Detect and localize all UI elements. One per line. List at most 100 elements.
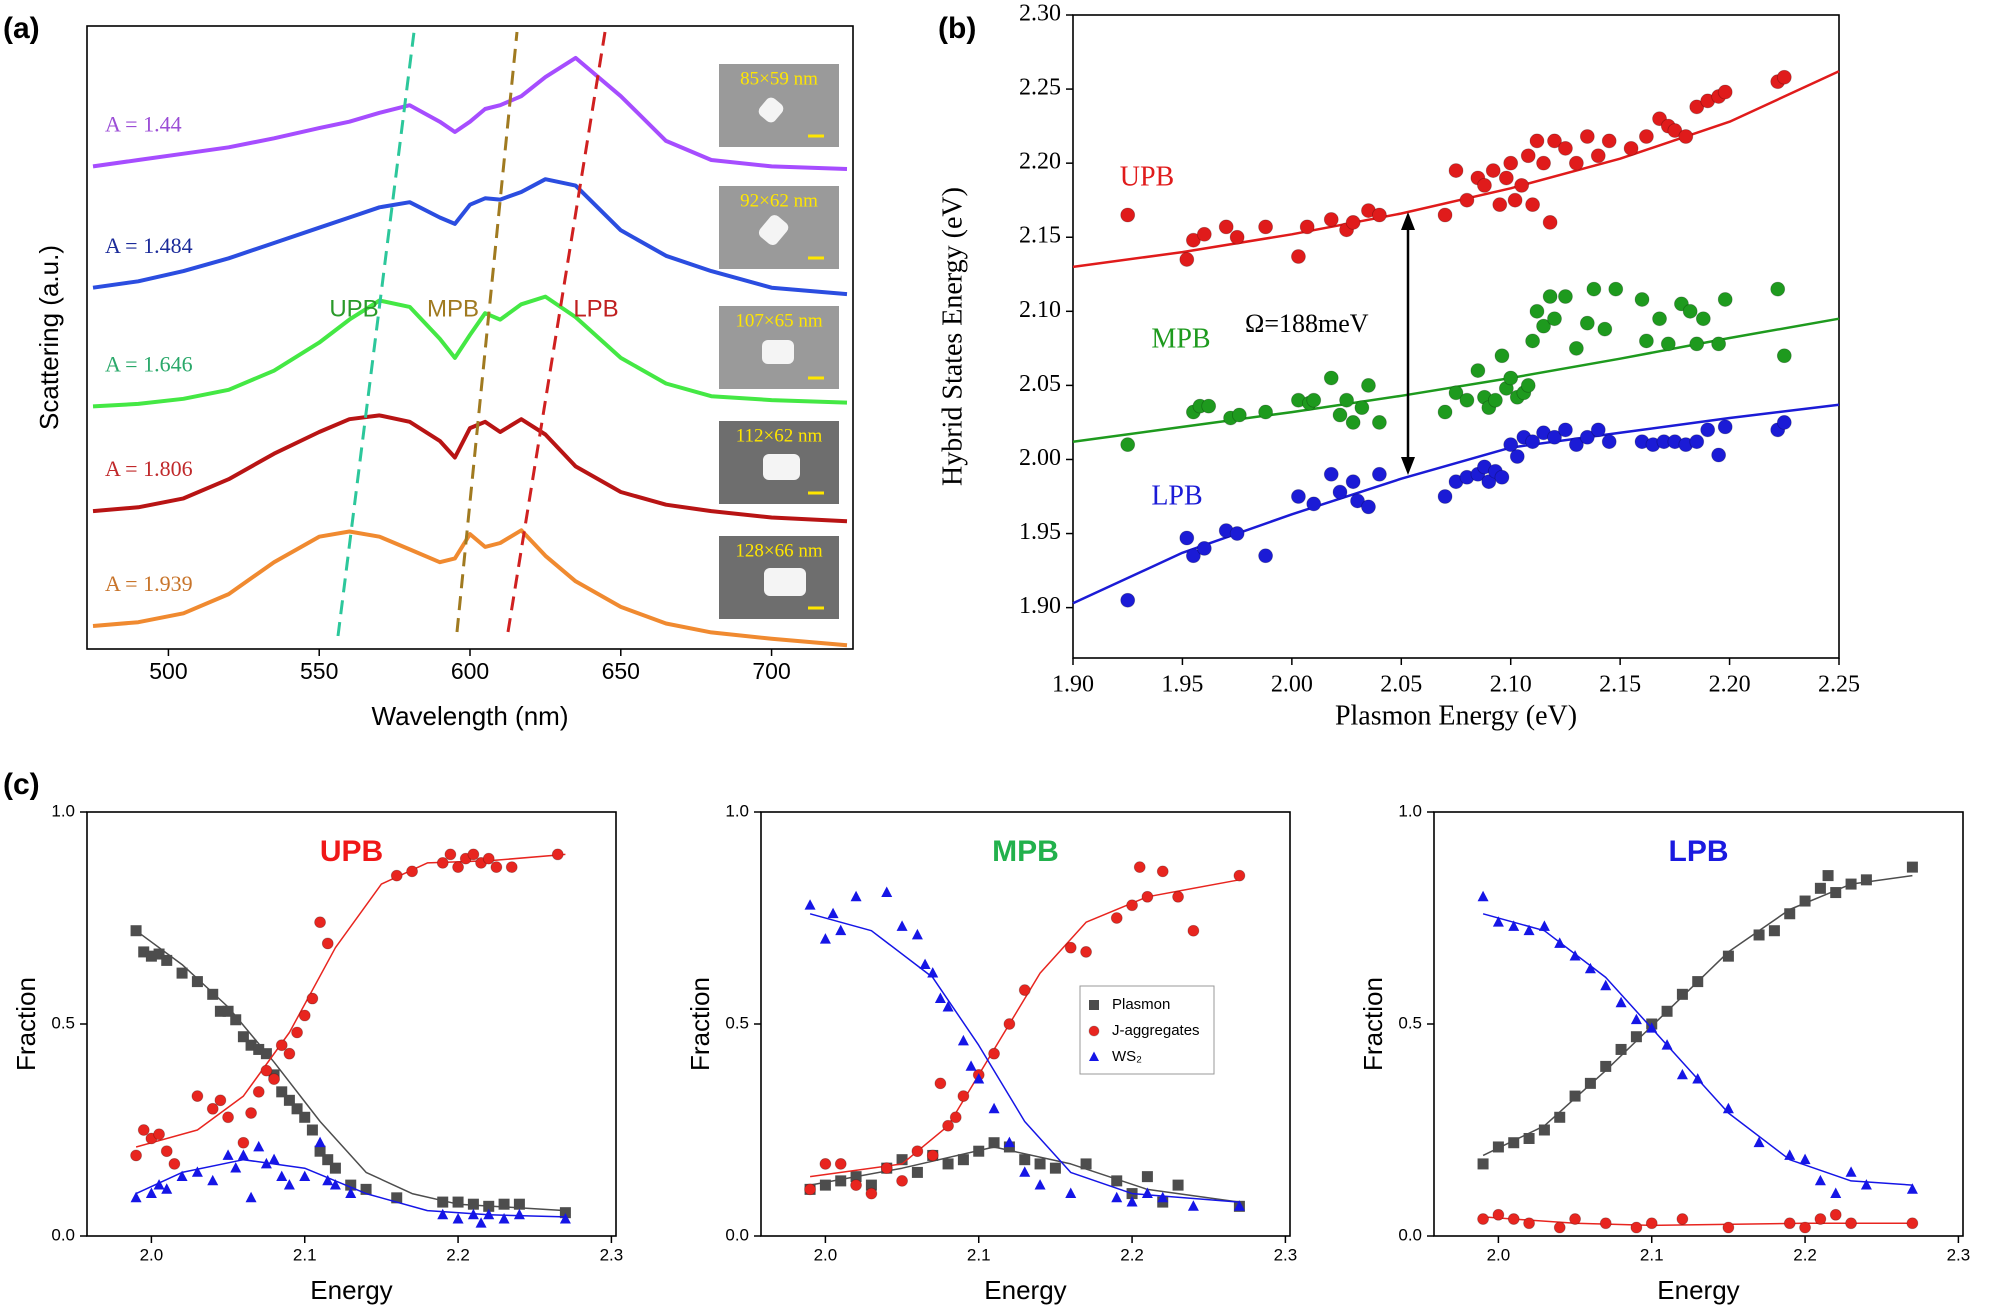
data-point: [1470, 363, 1486, 378]
data-point: [1520, 377, 1536, 393]
panel-label: (a): [3, 12, 40, 45]
x-tick-label: 2.2: [1793, 1245, 1817, 1264]
data-point: [835, 924, 847, 936]
data-point: [1492, 1208, 1505, 1221]
data-point: [850, 890, 862, 902]
data-point: [260, 1157, 272, 1169]
data-point: [467, 1208, 479, 1220]
panel: 2.0 2.1 2.2 2.3 0.0 0.5 1.0 Energy Fraction LPB: [1358, 801, 1970, 1304]
data-point: [1345, 415, 1361, 430]
data-point: [1590, 422, 1606, 438]
data-point: [207, 1174, 219, 1186]
data-point: [1437, 207, 1453, 223]
data-point: [896, 920, 908, 931]
fit-line: [1482, 913, 1913, 1186]
data-point: [145, 1187, 157, 1198]
data-point: [1525, 197, 1540, 213]
data-point: [1196, 540, 1212, 556]
data-point: [1514, 177, 1530, 193]
y-tick-label: 1.90: [1019, 593, 1061, 619]
data-point: [988, 1137, 1000, 1149]
guide-label: LPB: [573, 295, 618, 322]
data-point: [1695, 311, 1711, 327]
data-point: [1542, 215, 1558, 230]
data-point: [130, 1191, 142, 1203]
data-point: [145, 950, 157, 962]
data-point: [965, 1060, 977, 1071]
data-point: [1682, 303, 1698, 319]
y-tick-label: 0.5: [51, 1013, 75, 1032]
series-label: MPB: [1151, 323, 1210, 354]
data-point: [130, 925, 142, 937]
y-tick-label: 1.0: [51, 801, 75, 820]
data-point: [1830, 887, 1842, 899]
data-point: [329, 1179, 341, 1190]
data-point: [973, 1073, 985, 1084]
data-point: [559, 1207, 571, 1219]
x-axis-label: Plasmon Energy (eV): [1335, 700, 1577, 731]
x-tick-label: 2.2: [1120, 1245, 1144, 1264]
panel: (c) 2.0 2.1 2.2 2.3 0.0 0.5 1.0 Energy Fraction UP…: [3, 768, 623, 1305]
data-point: [1600, 1060, 1612, 1072]
data-point: [1538, 920, 1550, 931]
data-point: [153, 1128, 165, 1141]
data-point: [1345, 215, 1361, 230]
guide-line: [506, 31, 607, 633]
data-point: [1722, 1221, 1735, 1234]
data-point: [1722, 1102, 1734, 1114]
data-point: [1829, 1208, 1842, 1221]
spectrum-line: [92, 294, 848, 409]
data-point: [498, 1198, 510, 1210]
data-point: [1586, 281, 1602, 297]
data-point: [1676, 1068, 1688, 1080]
data-point: [306, 1124, 318, 1136]
data-point: [1437, 489, 1453, 504]
data-point: [314, 916, 326, 929]
series-label: A = 1.646: [105, 351, 193, 376]
data-point: [1661, 1039, 1673, 1050]
data-point: [1860, 874, 1872, 886]
fit-line: [1072, 70, 1840, 269]
data-point: [1231, 407, 1247, 423]
data-point: [1601, 434, 1617, 450]
data-point: [1597, 321, 1613, 337]
data-point: [1590, 148, 1606, 164]
data-point: [1554, 1111, 1566, 1123]
data-point: [1156, 865, 1169, 878]
data-point: [153, 948, 165, 960]
x-axis-label: Wavelength (nm): [372, 701, 569, 731]
y-axis-label: Fraction: [685, 977, 715, 1071]
data-point: [1019, 1166, 1031, 1177]
data-point: [1258, 548, 1273, 564]
legend-label: J-aggregates: [1112, 1022, 1200, 1039]
data-point: [1003, 1136, 1015, 1148]
data-point: [253, 1043, 265, 1055]
data-point: [1141, 1171, 1153, 1183]
data-point: [1306, 392, 1322, 408]
data-point: [1639, 333, 1654, 349]
data-point: [436, 856, 449, 869]
y-tick-label: 0.0: [51, 1225, 75, 1244]
data-point: [1110, 912, 1123, 924]
data-point: [467, 848, 480, 861]
data-point: [1133, 861, 1146, 874]
data-point: [1692, 976, 1704, 988]
y-tick-label: 2.30: [1019, 1, 1061, 27]
data-point: [1120, 437, 1136, 453]
data-point: [1477, 1158, 1489, 1170]
x-axis-label: Energy: [984, 1275, 1066, 1305]
x-tick-label: 2.1: [967, 1245, 991, 1264]
data-point: [1229, 229, 1245, 245]
data-point: [222, 1111, 234, 1124]
data-point: [865, 1179, 877, 1191]
data-point: [1507, 192, 1523, 208]
data-point: [926, 1149, 939, 1162]
data-point: [551, 848, 564, 861]
x-tick-label: 2.20: [1709, 672, 1751, 698]
data-point: [911, 1145, 924, 1158]
y-tick-label: 2.00: [1019, 445, 1061, 471]
y-tick-label: 0.5: [725, 1013, 749, 1032]
x-tick-label: 2.10: [1490, 672, 1532, 698]
data-point: [1661, 1005, 1673, 1017]
data-point: [291, 1103, 303, 1115]
